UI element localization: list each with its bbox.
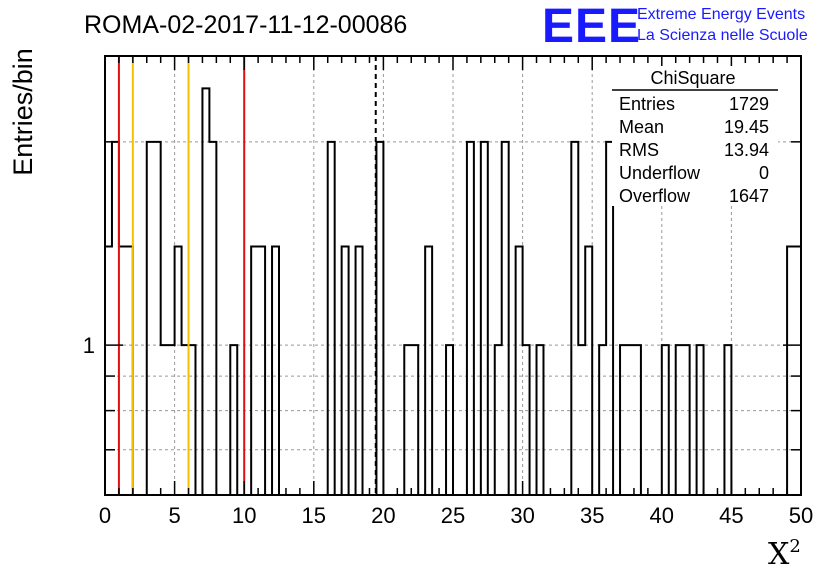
histogram-bin	[446, 345, 453, 495]
stats-box-title: ChiSquare	[650, 68, 735, 88]
histogram-bin	[376, 142, 383, 495]
histogram-bin	[571, 142, 578, 495]
eee-logo-line2: La Scienza nelle Scuole	[637, 27, 808, 44]
histogram-bin	[112, 142, 119, 495]
stats-row-label: Underflow	[619, 163, 701, 183]
histogram-bin	[620, 345, 627, 495]
stats-box-rows: Entries 1729 Mean 19.45 RMS 13.94 Underflow 0 Ov…	[619, 94, 769, 206]
x-tick-label: 40	[650, 503, 674, 528]
histogram-bin	[147, 142, 154, 495]
stats-row-value: 1729	[729, 94, 769, 114]
histogram-bin	[634, 345, 641, 495]
histogram-bin	[189, 345, 196, 495]
x-tick-label: 30	[510, 503, 534, 528]
eee-logo-line1: Extreme Energy Events	[637, 6, 805, 23]
histogram-bin	[272, 246, 279, 495]
histogram-bin	[168, 345, 175, 495]
histogram-bin	[328, 142, 335, 495]
histogram-bin	[126, 246, 133, 495]
stats-row-label: Entries	[619, 94, 675, 114]
x-axis-label-main: X	[768, 537, 790, 572]
stats-row-label: RMS	[619, 140, 659, 160]
histogram-bin	[425, 246, 432, 495]
x-tick-label: 25	[441, 503, 465, 528]
histogram-bin	[697, 345, 704, 495]
histogram-bin	[662, 345, 669, 495]
stats-row-label: Overflow	[619, 186, 691, 206]
x-tick-label: 20	[371, 503, 395, 528]
x-axis-label: X2	[768, 536, 801, 572]
x-tick-label: 35	[580, 503, 604, 528]
histogram-bin	[724, 345, 731, 495]
stats-row-label: Mean	[619, 117, 664, 137]
histogram-bin	[202, 88, 209, 495]
x-tick-label: 5	[168, 503, 180, 528]
y-tick-label: 1	[83, 333, 95, 358]
histogram-bin	[404, 345, 411, 495]
x-tick-label: 15	[302, 503, 326, 528]
histogram-bin	[175, 246, 182, 495]
histogram-bin	[578, 345, 585, 495]
stats-row-value: 0	[759, 163, 769, 183]
histogram-bin	[537, 345, 544, 495]
histogram-bin	[411, 345, 418, 495]
y-axis-label: Entries/bin	[8, 48, 38, 176]
histogram-bin	[467, 142, 474, 495]
histogram-bin	[251, 246, 258, 495]
stats-row-value: 1647	[729, 186, 769, 206]
histogram-bin	[481, 142, 488, 495]
histogram-bin	[794, 246, 801, 495]
histogram-outline	[104, 87, 802, 496]
histogram-bin	[342, 246, 349, 495]
x-tick-label: 10	[232, 503, 256, 528]
eee-logo-mark: EEE	[542, 0, 641, 53]
histogram-bin	[154, 142, 161, 495]
histogram-bin	[105, 246, 112, 495]
histogram-bin	[119, 246, 126, 495]
x-axis-label-superscript: 2	[789, 536, 800, 557]
histogram-bin	[356, 246, 363, 495]
histogram-bin	[676, 345, 683, 495]
histogram-bin	[258, 246, 265, 495]
histogram-bin	[516, 246, 523, 495]
histogram-bin	[209, 142, 216, 495]
tick-labels-layer: 0 5 10 15 20 25 30 35 40 45 50 1	[83, 333, 813, 528]
histogram-bin	[230, 345, 237, 495]
stats-box: ChiSquare Entries 1729 Mean 19.45 RMS 13.94 Un…	[612, 66, 778, 206]
histogram-bin	[585, 246, 592, 495]
histogram-bin	[627, 345, 634, 495]
reference-lines-layer	[117, 56, 377, 495]
histogram-bin	[683, 345, 690, 495]
stats-row-value: 13.94	[724, 140, 769, 160]
chart-title: ROMA-02-2017-11-12-00086	[84, 11, 407, 39]
histogram-bin	[502, 142, 509, 495]
histogram-bin	[182, 345, 189, 495]
stats-row-value: 19.45	[724, 117, 769, 137]
histogram-bin	[523, 345, 530, 495]
axis-layer	[104, 55, 802, 496]
x-tick-label: 45	[719, 503, 743, 528]
x-tick-label: 0	[99, 503, 111, 528]
histogram-bin	[495, 345, 502, 495]
histogram-layer	[104, 87, 802, 496]
histogram-bin	[787, 246, 794, 495]
histogram-bin	[599, 345, 606, 495]
histogram-bin	[161, 345, 168, 495]
eee-logo: EEE Extreme Energy Events La Scienza nel…	[542, 0, 808, 53]
x-tick-label: 50	[789, 503, 813, 528]
